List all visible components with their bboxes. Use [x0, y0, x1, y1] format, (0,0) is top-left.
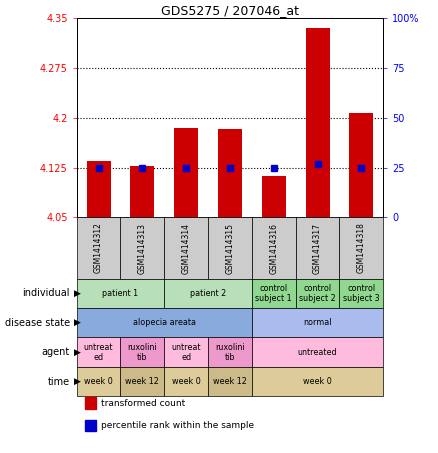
- Text: GSM1414314: GSM1414314: [182, 222, 191, 274]
- Text: ruxolini
tib: ruxolini tib: [127, 342, 157, 362]
- Text: GSM1414318: GSM1414318: [357, 222, 366, 274]
- Text: control
subject 2: control subject 2: [299, 284, 336, 303]
- Text: week 0: week 0: [303, 377, 332, 386]
- Text: transformed count: transformed count: [101, 399, 185, 408]
- Text: patient 1: patient 1: [102, 289, 138, 298]
- Bar: [305, 28, 329, 217]
- Bar: [174, 128, 198, 217]
- Text: week 12: week 12: [213, 377, 247, 386]
- Text: GSM1414312: GSM1414312: [94, 222, 103, 274]
- Text: ruxolini
tib: ruxolini tib: [215, 342, 245, 362]
- Bar: [218, 129, 242, 217]
- Bar: [86, 161, 110, 217]
- Bar: [262, 176, 286, 217]
- Text: patient 2: patient 2: [190, 289, 226, 298]
- Bar: [130, 166, 154, 217]
- Text: untreated: untreated: [298, 348, 337, 357]
- Bar: [349, 113, 373, 217]
- Text: ▶: ▶: [74, 318, 81, 327]
- Text: GSM1414317: GSM1414317: [313, 222, 322, 274]
- Text: ▶: ▶: [74, 377, 81, 386]
- Text: alopecia areata: alopecia areata: [133, 318, 196, 327]
- Text: time: time: [48, 376, 70, 387]
- Text: disease state: disease state: [5, 318, 70, 328]
- Text: GSM1414316: GSM1414316: [269, 222, 278, 274]
- Text: percentile rank within the sample: percentile rank within the sample: [101, 421, 254, 430]
- Text: control
subject 3: control subject 3: [343, 284, 380, 303]
- Text: ▶: ▶: [74, 348, 81, 357]
- Text: week 12: week 12: [125, 377, 159, 386]
- Text: agent: agent: [42, 347, 70, 357]
- Text: untreat
ed: untreat ed: [84, 342, 113, 362]
- Text: GSM1414315: GSM1414315: [226, 222, 234, 274]
- Text: untreat
ed: untreat ed: [171, 342, 201, 362]
- Text: week 0: week 0: [84, 377, 113, 386]
- Text: control
subject 1: control subject 1: [255, 284, 292, 303]
- Text: ▶: ▶: [74, 289, 81, 298]
- Text: GSM1414313: GSM1414313: [138, 222, 147, 274]
- Text: individual: individual: [23, 288, 70, 299]
- Text: normal: normal: [303, 318, 332, 327]
- Text: week 0: week 0: [172, 377, 201, 386]
- Title: GDS5275 / 207046_at: GDS5275 / 207046_at: [161, 4, 299, 17]
